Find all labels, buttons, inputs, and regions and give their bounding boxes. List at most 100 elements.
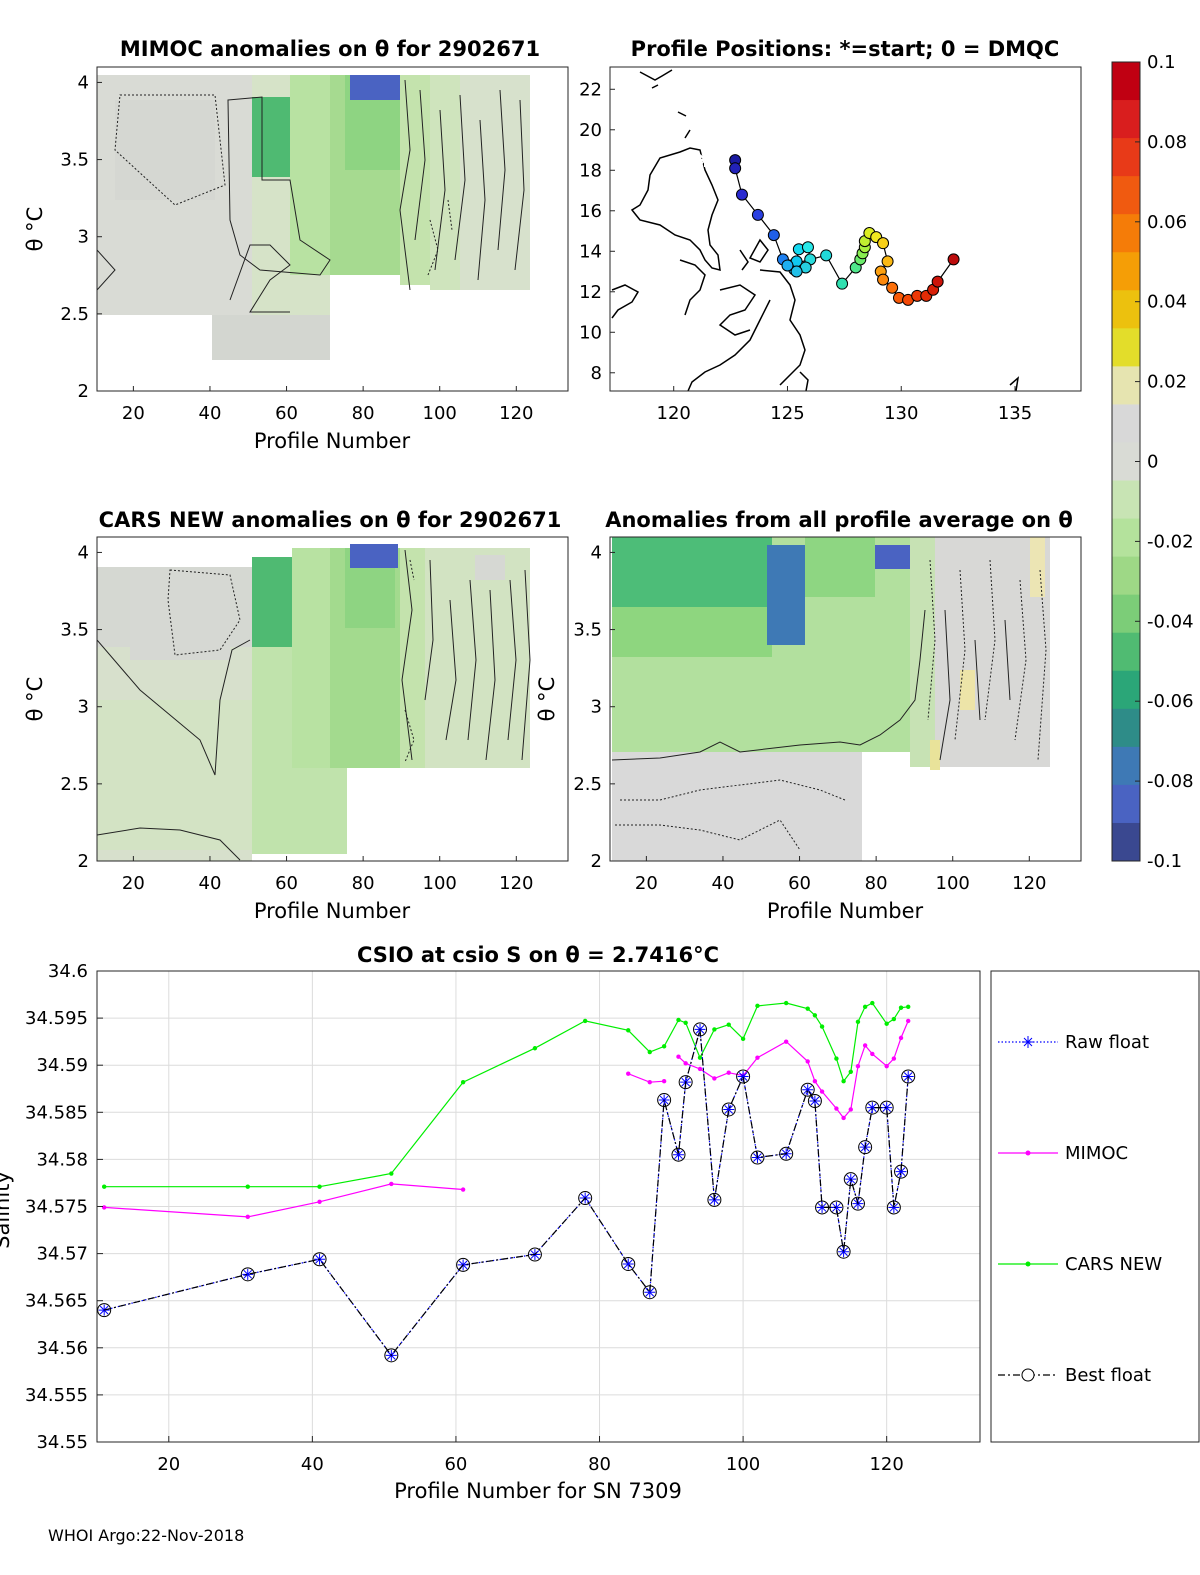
salinity-y-tick: 34.555 bbox=[25, 1385, 88, 1406]
salinity-y-tick: 34.55 bbox=[36, 1432, 88, 1453]
colorbar-cell bbox=[1112, 746, 1140, 786]
colorbar-tick: 0.04 bbox=[1147, 292, 1187, 313]
data-point bbox=[712, 1076, 717, 1081]
data-point bbox=[898, 1005, 904, 1010]
profile-tick: 80 bbox=[865, 873, 888, 894]
data-point bbox=[456, 1257, 471, 1272]
colorbar-cell bbox=[1112, 290, 1140, 329]
data-point bbox=[647, 1049, 652, 1055]
data-point bbox=[726, 1022, 731, 1027]
data-point bbox=[317, 1199, 322, 1204]
data-point bbox=[830, 1201, 842, 1213]
lat-tick: 18 bbox=[579, 160, 602, 181]
colorbar-cell bbox=[1112, 214, 1140, 253]
data-point bbox=[693, 1022, 708, 1037]
series-cars-new bbox=[101, 1000, 911, 1189]
legend-label: CARS NEW bbox=[1065, 1254, 1162, 1275]
data-point bbox=[384, 1348, 399, 1363]
data-point bbox=[245, 1214, 250, 1220]
data-point bbox=[888, 1201, 900, 1213]
mimoc-title: MIMOC anomalies on θ for 2902671 bbox=[120, 37, 540, 61]
colorbar: 0.1 0.08 0.06 0.04 0.02 0 -0.02 -0.04 -0.06 -0.08… bbox=[1111, 52, 1194, 872]
data-point bbox=[97, 1303, 112, 1318]
data-point bbox=[816, 1201, 828, 1213]
colorbar-cell bbox=[1112, 556, 1140, 596]
lat-tick: 10 bbox=[579, 322, 602, 343]
mimoc-anomaly-panel: MIMOC anomalies on θ for 2902671 Profile… bbox=[23, 37, 569, 453]
colorbar-cells bbox=[1112, 62, 1140, 862]
salinity-x-tick: 20 bbox=[157, 1454, 180, 1475]
data-point bbox=[834, 1106, 839, 1111]
theta-tick: 3.5 bbox=[60, 620, 89, 641]
colorbar-tick: 0.08 bbox=[1147, 132, 1187, 153]
profile-tick: 60 bbox=[788, 873, 811, 894]
track-point bbox=[801, 241, 814, 254]
lat-tick: 20 bbox=[579, 120, 602, 141]
data-point bbox=[802, 1084, 814, 1096]
track-point bbox=[931, 275, 944, 288]
data-point bbox=[642, 1285, 657, 1300]
data-point bbox=[836, 1244, 851, 1259]
lat-tick: 14 bbox=[579, 241, 602, 262]
track-point bbox=[886, 281, 899, 294]
data-point bbox=[884, 1063, 889, 1069]
data-point bbox=[755, 1003, 760, 1009]
legend-marker bbox=[1025, 1261, 1031, 1267]
data-point bbox=[902, 1071, 914, 1082]
cars-anomaly-panel: CARS NEW anomalies on θ for 2902671 Prof… bbox=[23, 508, 569, 923]
data-point bbox=[661, 1044, 667, 1049]
data-point bbox=[712, 1027, 717, 1032]
data-point bbox=[783, 1000, 789, 1006]
colorbar-tick: 0 bbox=[1147, 452, 1158, 473]
profile-tick: 20 bbox=[122, 403, 145, 424]
theta-tick: 3 bbox=[591, 697, 602, 718]
data-point bbox=[805, 1059, 810, 1064]
theta-tick: 2.5 bbox=[573, 774, 602, 795]
track-point bbox=[751, 208, 764, 221]
lon-tick: 130 bbox=[884, 403, 918, 424]
track-point bbox=[767, 229, 780, 242]
data-point bbox=[858, 1140, 873, 1155]
salinity-y-tick: 34.59 bbox=[36, 1055, 88, 1076]
data-point bbox=[240, 1267, 255, 1282]
salinity-y-tick: 34.595 bbox=[25, 1008, 88, 1029]
colorbar-cell bbox=[1112, 708, 1140, 748]
lat-tick: 16 bbox=[579, 201, 602, 222]
salinity-series bbox=[97, 1000, 916, 1363]
legend-marker bbox=[1025, 1150, 1031, 1156]
allavg-anomaly-field bbox=[611, 537, 1050, 861]
colorbar-tick: 0.06 bbox=[1147, 212, 1187, 233]
data-point bbox=[855, 1019, 861, 1025]
data-point bbox=[750, 1150, 765, 1165]
float-track-points bbox=[729, 154, 960, 306]
data-point bbox=[812, 1013, 818, 1018]
data-point bbox=[672, 1149, 684, 1161]
profile-tick: 120 bbox=[499, 403, 533, 424]
salinity-ticks: 20 40 60 80 100 120 34.55 34.555 34.56 34.565 34.5… bbox=[25, 961, 904, 1475]
data-point bbox=[101, 1184, 107, 1189]
data-point bbox=[389, 1171, 394, 1176]
data-point bbox=[626, 1028, 631, 1033]
colorbar-tick: 0.1 bbox=[1147, 52, 1176, 73]
profile-tick: 40 bbox=[199, 873, 222, 894]
profile-tick: 20 bbox=[635, 873, 658, 894]
mimoc-ticks: 2 2.5 3 3.5 4 20 40 60 80 100 120 bbox=[60, 72, 533, 424]
data-point bbox=[98, 1304, 110, 1316]
colorbar-cell bbox=[1112, 404, 1140, 443]
colorbar-cell bbox=[1112, 176, 1140, 215]
colorbar-cell bbox=[1112, 822, 1140, 862]
data-point bbox=[894, 1164, 909, 1179]
data-point bbox=[850, 1196, 865, 1211]
data-point bbox=[819, 1089, 825, 1094]
data-point bbox=[460, 1079, 466, 1085]
legend-label: Best float bbox=[1065, 1365, 1151, 1386]
track-start-marker bbox=[698, 153, 712, 167]
data-point bbox=[657, 1093, 672, 1108]
data-point bbox=[532, 1046, 538, 1051]
data-point bbox=[389, 1181, 394, 1187]
profile-tick: 80 bbox=[352, 873, 375, 894]
data-point bbox=[848, 1107, 853, 1112]
colorbar-tick: -0.04 bbox=[1147, 611, 1194, 632]
lon-tick: 135 bbox=[998, 403, 1032, 424]
colorbar-tick: -0.08 bbox=[1147, 771, 1194, 792]
